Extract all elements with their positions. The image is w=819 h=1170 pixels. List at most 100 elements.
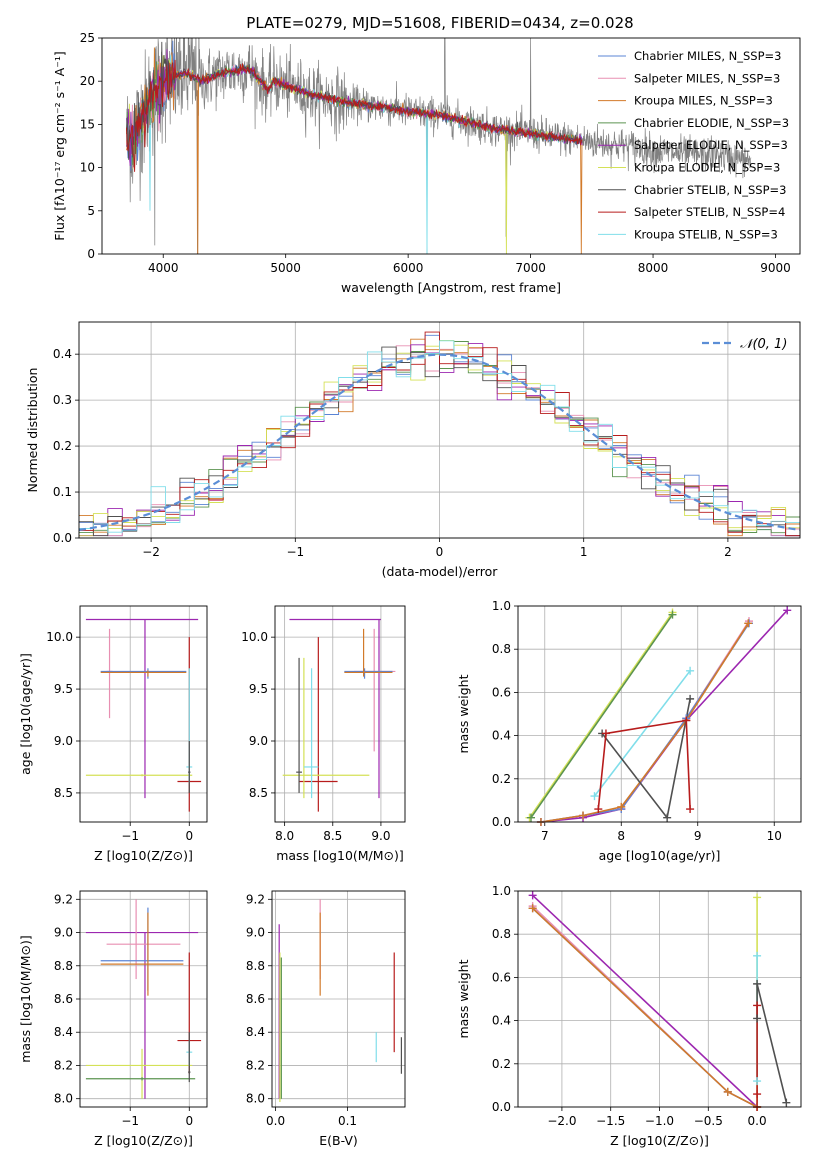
weight-line-8 bbox=[593, 670, 691, 797]
weight-line-7 bbox=[597, 719, 691, 810]
y-tick-label: 0.3 bbox=[53, 393, 72, 407]
x-tick-label: −1 bbox=[286, 545, 304, 559]
residual-histogram-8 bbox=[79, 340, 800, 533]
y-tick-label: 8.8 bbox=[246, 959, 265, 973]
x-tick-label: 9000 bbox=[760, 261, 791, 275]
y-tick-label: 9.2 bbox=[246, 892, 265, 906]
plot-area-z-mass bbox=[85, 899, 202, 1099]
y-tick-label: 0.2 bbox=[492, 1057, 511, 1071]
weight-point-marker bbox=[686, 694, 695, 703]
x-tick-label: −1.5 bbox=[596, 1114, 625, 1128]
y-tick-label: 0.2 bbox=[492, 772, 511, 786]
y-tick-label: 25 bbox=[80, 31, 95, 45]
axes-z-weight: −2.0 −1.5 −1.0 −0.5 0.0 0.0 0.2 0.4 0.6 0.8 1.0 Z [… bbox=[456, 884, 802, 1148]
legend-entry: Salpeter MILES, N_SSP=3 bbox=[634, 71, 780, 85]
x-tick-label: 8.5 bbox=[323, 829, 342, 843]
axes-z-mass: −1 0 8.0 8.2 8.4 8.6 8.8 9.0 9.2 Z [log10(Z/Z⊙)] m… bbox=[18, 890, 208, 1148]
y-tick-label: 0.6 bbox=[492, 685, 511, 699]
x-axis-label: E(B-V) bbox=[319, 1133, 358, 1148]
axes-residuals: −2 −1 0 1 2 0.0 0.1 0.2 0.3 0.4 (data-model)/error… bbox=[25, 321, 801, 579]
legend-entry: Kroupa ELODIE, N_SSP=3 bbox=[634, 161, 780, 175]
y-tick-label: 8.0 bbox=[246, 1092, 265, 1106]
y-axis-label: mass weight bbox=[456, 959, 471, 1038]
x-tick-label: 0 bbox=[185, 1114, 193, 1128]
weight-point-marker bbox=[753, 1077, 762, 1086]
weight-point-marker bbox=[783, 606, 792, 615]
figure-title: PLATE=0279, MJD=51608, FIBERID=0434, z=0… bbox=[246, 14, 633, 32]
x-tick-label: −2 bbox=[142, 545, 160, 559]
x-tick-label: 0.1 bbox=[338, 1114, 357, 1128]
y-tick-label: 0.6 bbox=[492, 970, 511, 984]
weight-point-marker bbox=[753, 979, 762, 988]
y-tick-label: 0.4 bbox=[53, 347, 72, 361]
weight-point-marker bbox=[663, 813, 672, 822]
spectrum-model-7 bbox=[126, 59, 583, 172]
y-tick-label: 8.6 bbox=[54, 992, 73, 1006]
legend-entry: Salpeter STELIB, N_SSP=4 bbox=[634, 205, 785, 219]
normal-reference-curve bbox=[79, 353, 800, 531]
weight-point-marker bbox=[686, 666, 695, 675]
weight-point-marker bbox=[601, 729, 610, 738]
x-tick-label: 1 bbox=[580, 545, 588, 559]
weight-point-marker bbox=[753, 1090, 762, 1099]
x-tick-label: 9 bbox=[694, 829, 702, 843]
y-tick-label: 0 bbox=[87, 247, 95, 261]
weight-point-marker bbox=[590, 792, 599, 801]
y-tick-label: 0.0 bbox=[492, 1100, 511, 1114]
plot-area-age-weight bbox=[528, 609, 788, 822]
y-tick-label: 20 bbox=[80, 74, 95, 88]
x-tick-label: 6000 bbox=[393, 261, 424, 275]
legend-entry: Kroupa STELIB, N_SSP=3 bbox=[634, 227, 778, 241]
y-tick-label: 0.1 bbox=[53, 485, 72, 499]
x-tick-label: 0.0 bbox=[266, 1114, 285, 1128]
weight-line-4 bbox=[540, 609, 788, 822]
spectrum-legend: Chabrier MILES, N_SSP=3 Salpeter MILES, N… bbox=[598, 49, 789, 241]
legend-entry: Chabrier STELIB, N_SSP=3 bbox=[634, 183, 786, 197]
y-tick-label: 9.5 bbox=[54, 682, 73, 696]
axes-frame bbox=[101, 37, 801, 255]
y-tick-label: 1.0 bbox=[492, 884, 511, 898]
y-tick-label: 0.0 bbox=[492, 815, 511, 829]
y-axis-label: mass weight bbox=[456, 674, 471, 753]
y-tick-label: 8.5 bbox=[54, 786, 73, 800]
axes-frame bbox=[78, 321, 801, 539]
legend-entry: Chabrier ELODIE, N_SSP=3 bbox=[634, 116, 789, 130]
axes-spectrum: 4000 5000 6000 7000 8000 9000 0 5 10 15 20 25 wavele… bbox=[52, 31, 801, 295]
y-tick-label: 8.2 bbox=[246, 1058, 265, 1072]
x-tick-label: 7 bbox=[541, 829, 549, 843]
y-tick-label: 8.2 bbox=[54, 1058, 73, 1072]
x-tick-label: 9.0 bbox=[371, 829, 390, 843]
weight-point-marker bbox=[668, 610, 677, 619]
residual-legend: 𝒩(0, 1) bbox=[702, 337, 787, 352]
x-tick-label: 7000 bbox=[515, 261, 546, 275]
plot-area-ebv-mass bbox=[278, 899, 403, 1103]
x-tick-label: 4000 bbox=[148, 261, 179, 275]
y-tick-label: 10.0 bbox=[241, 630, 268, 644]
y-tick-label: 8.4 bbox=[54, 1025, 73, 1039]
y-tick-label: 8.6 bbox=[246, 992, 265, 1006]
axes-frame bbox=[274, 605, 406, 823]
axes-frame bbox=[517, 890, 802, 1108]
weight-line-5 bbox=[528, 612, 674, 819]
y-tick-label: 0.4 bbox=[492, 1014, 511, 1028]
weight-point-marker bbox=[682, 716, 691, 725]
weight-point-marker bbox=[686, 805, 695, 814]
y-axis-label: age [log10(age/yr)] bbox=[18, 653, 33, 775]
x-tick-label: −2.0 bbox=[547, 1114, 576, 1128]
x-axis-label: (data-model)/error bbox=[382, 564, 499, 579]
weight-point-marker bbox=[753, 1014, 762, 1023]
x-axis-label: wavelength [Angstrom, rest frame] bbox=[341, 280, 561, 295]
weight-point-marker bbox=[723, 1087, 732, 1096]
weight-line-6 bbox=[756, 983, 788, 1103]
x-axis-label: Z [log10(Z/Z⊙)] bbox=[94, 848, 193, 863]
y-tick-label: 8.8 bbox=[54, 959, 73, 973]
weight-point-marker bbox=[594, 805, 603, 814]
y-tick-label: 0.8 bbox=[492, 642, 511, 656]
spectrum-data-line bbox=[126, 38, 752, 254]
legend-entry: Chabrier MILES, N_SSP=3 bbox=[634, 49, 781, 63]
axes-mass-age: 8.0 8.5 9.0 8.5 9.0 9.5 10.0 mass [log10(M/M⊙)] bbox=[241, 605, 406, 863]
x-axis-label: Z [log10(Z/Z⊙)] bbox=[610, 1133, 709, 1148]
weight-point-marker bbox=[744, 619, 753, 628]
legend-entry: Kroupa MILES, N_SSP=3 bbox=[634, 94, 773, 108]
